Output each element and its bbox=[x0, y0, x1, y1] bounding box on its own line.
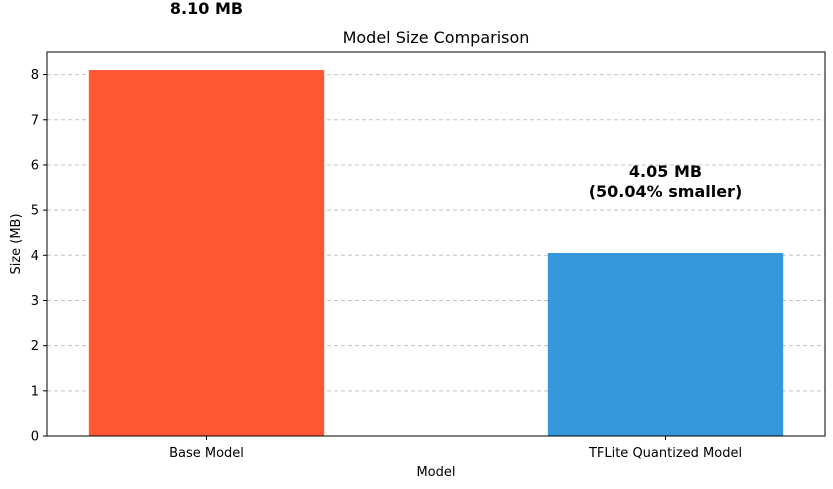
bar-1 bbox=[88, 70, 325, 436]
y-axis-label: Size (MB) bbox=[9, 213, 24, 274]
y-tick-label: 4 bbox=[31, 249, 39, 264]
plot-frame bbox=[46, 51, 826, 437]
bar-2-value-label: 4.05 MB bbox=[629, 162, 702, 181]
ticks: 0 1 2 3 4 5 6 7 8 Base Model TFLite Quantized Mode… bbox=[31, 68, 742, 461]
bar-1-value-label: 8.10 MB bbox=[170, 0, 243, 18]
y-tick-label: 8 bbox=[31, 68, 39, 83]
y-tick-label: 1 bbox=[31, 384, 39, 399]
bar-2 bbox=[547, 253, 784, 436]
y-tick-label: 6 bbox=[31, 158, 39, 173]
chart-title: Model Size Comparison bbox=[343, 28, 530, 47]
bars bbox=[88, 70, 784, 436]
y-tick-label: 7 bbox=[31, 113, 39, 128]
y-tick-label: 0 bbox=[31, 430, 39, 445]
x-axis-label: Model bbox=[416, 465, 455, 480]
x-tick-label: Base Model bbox=[169, 446, 244, 461]
y-tick-label: 2 bbox=[31, 339, 39, 354]
y-tick-label: 3 bbox=[31, 294, 39, 309]
y-tick-label: 5 bbox=[31, 204, 39, 219]
x-tick-label: TFLite Quantized Model bbox=[588, 446, 742, 461]
data-labels: 8.10 MB 4.05 MB(50.04% smaller) bbox=[170, 0, 742, 201]
bar-2-value-label: (50.04% smaller) bbox=[589, 182, 743, 201]
